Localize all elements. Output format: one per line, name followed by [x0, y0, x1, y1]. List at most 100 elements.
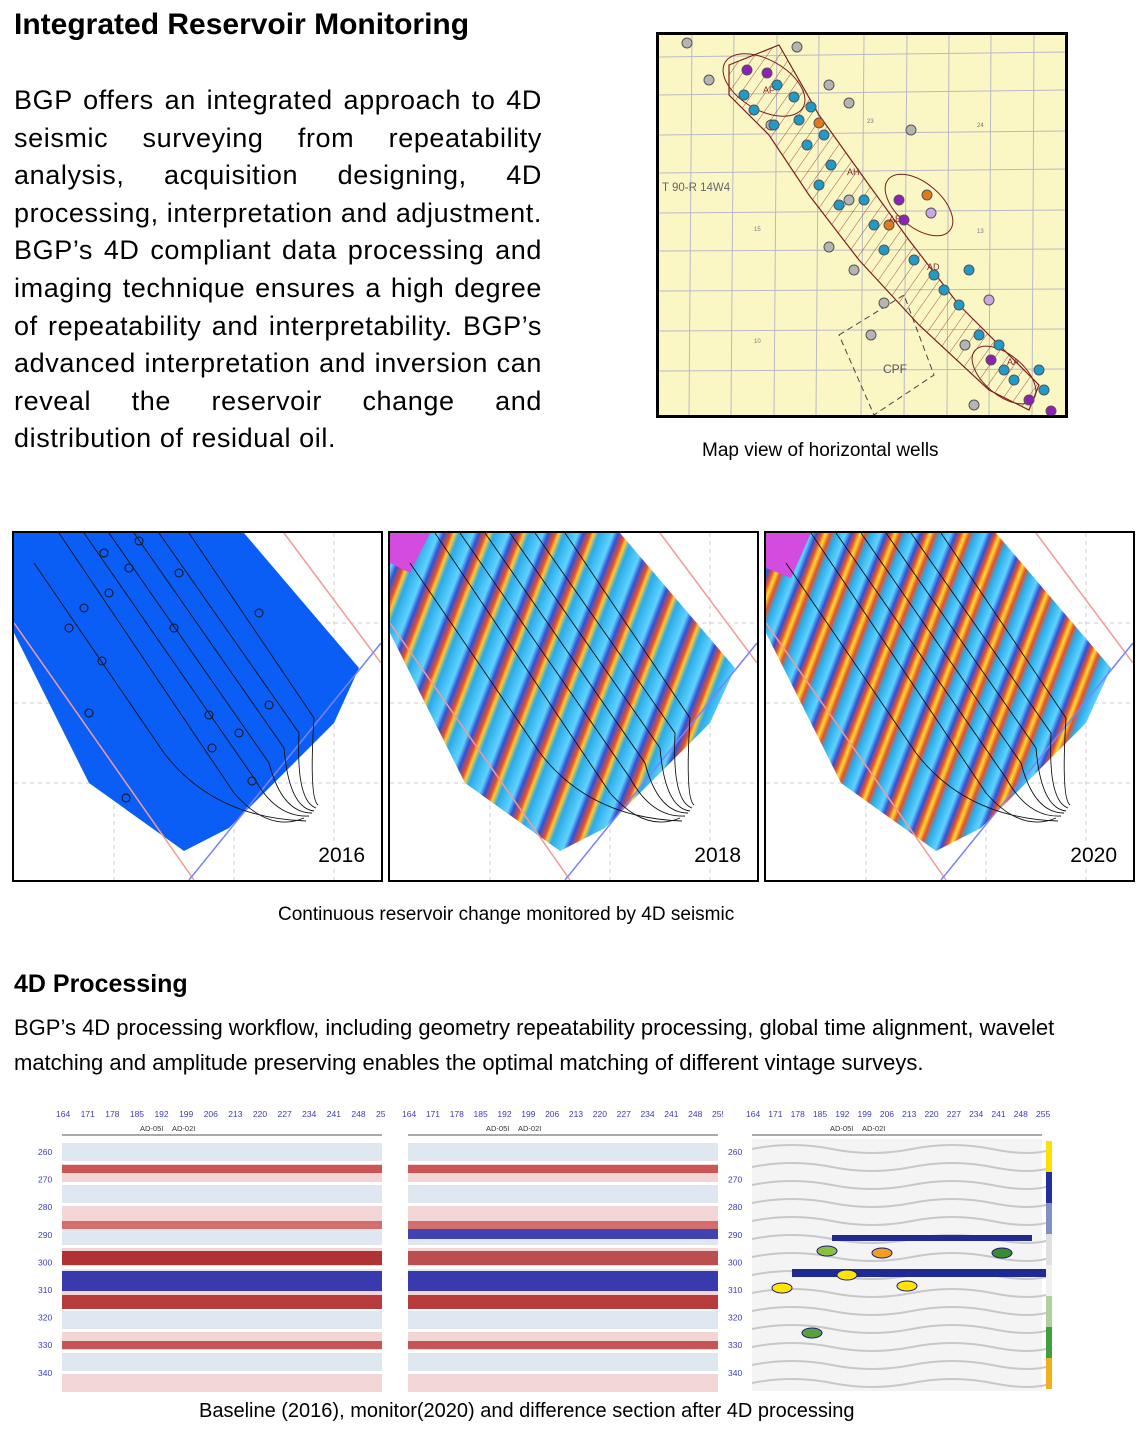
- time-tick-label: 320: [38, 1313, 52, 1323]
- time-tick-label: 280: [38, 1202, 52, 1212]
- time-tick-label: 310: [728, 1285, 742, 1295]
- cdp-tick-label: 213: [902, 1109, 916, 1119]
- cdp-tick-label: 171: [426, 1109, 440, 1119]
- processing-caption: Baseline (2016), monitor(2020) and diffe…: [199, 1400, 855, 1422]
- monitor-section-graphic: 164 171 178 185 192 199 206 213 220 227 234 241 248 2…: [402, 1109, 723, 1392]
- cdp-tick-label: 241: [327, 1109, 341, 1119]
- time-tick-label: 300: [38, 1257, 52, 1267]
- baseline-section: 164 171 178 185 192 199 206 213 220 227 234 241 248 2…: [30, 1103, 385, 1393]
- cdp-tick-label: 199: [179, 1109, 193, 1119]
- well-label: AD-02I: [172, 1124, 195, 1133]
- cdp-tick-label: 220: [924, 1109, 938, 1119]
- cdp-tick-label: 248: [1014, 1109, 1028, 1119]
- well-label: AD-05I: [486, 1124, 509, 1133]
- pad-label-af: AF: [763, 85, 775, 95]
- pad-label-ah: AH: [847, 167, 860, 177]
- cdp-tick-label: 164: [56, 1109, 70, 1119]
- panel-year-2018: 2018: [692, 844, 743, 868]
- well-label: AD-02I: [518, 1124, 541, 1133]
- cdp-tick-label: 255: [1036, 1109, 1050, 1119]
- monitoring-caption: Continuous reservoir change monitored by…: [278, 904, 735, 925]
- time-tick-label: 270: [38, 1175, 52, 1185]
- cdp-tick-label: 199: [858, 1109, 872, 1119]
- cdp-tick-label: 234: [302, 1109, 316, 1119]
- well-label: AD-02I: [862, 1124, 885, 1133]
- time-tick-label: 280: [728, 1202, 742, 1212]
- cdp-tick-label: 178: [450, 1109, 464, 1119]
- section-number: 10: [754, 339, 761, 345]
- cdp-tick-label: 220: [593, 1109, 607, 1119]
- cdp-tick-label: 220: [253, 1109, 267, 1119]
- cdp-tick-label: 234: [640, 1109, 654, 1119]
- seismic-panel-2020: 2020: [764, 531, 1135, 882]
- cdp-tick-label: 171: [768, 1109, 782, 1119]
- seismic-map-2016: [14, 533, 381, 880]
- cdp-tick-label: 206: [880, 1109, 894, 1119]
- cdp-tick-label: 192: [497, 1109, 511, 1119]
- cdp-tick-label: 255: [712, 1109, 723, 1119]
- cdp-tick-label: 192: [835, 1109, 849, 1119]
- cdp-tick-label: 241: [664, 1109, 678, 1119]
- page-title: Integrated Reservoir Monitoring: [14, 8, 470, 41]
- cdp-tick-label: 206: [545, 1109, 559, 1119]
- section-number: 15: [754, 227, 761, 233]
- time-tick-label: 260: [38, 1147, 52, 1157]
- processing-paragraph: BGP’s 4D processing workflow, including …: [14, 1015, 1055, 1075]
- intro-paragraph: BGP offers an integrated approach to 4D …: [14, 85, 542, 454]
- time-tick-label: 330: [38, 1340, 52, 1350]
- map-graphic: AF AH AE AD AA 23 24 15 13 10 T 90-R 14W…: [659, 35, 1065, 415]
- seismic-panel-2016: 2016: [12, 531, 383, 882]
- seismic-map-2018: [390, 533, 757, 880]
- cdp-tick-label: 185: [474, 1109, 488, 1119]
- cdp-tick-label: 164: [402, 1109, 416, 1119]
- cdp-tick-label: 164: [746, 1109, 760, 1119]
- cdp-tick-label: 171: [81, 1109, 95, 1119]
- cdp-tick-label: 248: [351, 1109, 365, 1119]
- panel-year-2020: 2020: [1068, 844, 1119, 868]
- township-label: T 90-R 14W4: [662, 182, 731, 194]
- cdp-tick-label: 234: [969, 1109, 983, 1119]
- facility-label: CPF: [883, 362, 907, 376]
- cdp-tick-label: 192: [154, 1109, 168, 1119]
- seismic-map-2020: [766, 533, 1133, 880]
- time-tick-label: 310: [38, 1285, 52, 1295]
- cdp-tick-label: 213: [228, 1109, 242, 1119]
- cdp-tick-label: 248: [688, 1109, 702, 1119]
- cdp-tick-label: 213: [569, 1109, 583, 1119]
- section-number: 13: [977, 229, 984, 235]
- well-label: AD-05I: [140, 1124, 163, 1133]
- pad-label-ae: AE: [889, 214, 901, 224]
- panel-year-2016: 2016: [316, 844, 367, 868]
- section-number: 23: [867, 119, 874, 125]
- cdp-tick-label: 227: [947, 1109, 961, 1119]
- cdp-tick-label: 185: [813, 1109, 827, 1119]
- time-tick-label: 290: [38, 1230, 52, 1240]
- seismic-panel-2018: 2018: [388, 531, 759, 882]
- cdp-tick-label: 178: [791, 1109, 805, 1119]
- section-number: 24: [977, 123, 984, 129]
- cdp-tick-label: 199: [521, 1109, 535, 1119]
- time-tick-label: 300: [728, 1257, 742, 1267]
- time-tick-label: 340: [38, 1368, 52, 1378]
- baseline-section-graphic: 164 171 178 185 192 199 206 213 220 227 234 241 248 2…: [38, 1109, 385, 1392]
- pad-label-aa: AA: [1007, 357, 1019, 367]
- well-label: AD-05I: [830, 1124, 853, 1133]
- horizontal-wells-map: AF AH AE AD AA 23 24 15 13 10 T 90-R 14W…: [656, 32, 1068, 418]
- cdp-tick-label: 178: [105, 1109, 119, 1119]
- cdp-tick-label: 241: [991, 1109, 1005, 1119]
- cdp-tick-label: 185: [130, 1109, 144, 1119]
- difference-section-graphic: 164 171 178 185 192 199 206 213 220 227 234 241 248 2…: [728, 1109, 1052, 1391]
- map-caption: Map view of horizontal wells: [702, 440, 939, 461]
- time-tick-label: 290: [728, 1230, 742, 1240]
- time-tick-label: 330: [728, 1340, 742, 1350]
- cdp-tick-label: 255: [376, 1109, 385, 1119]
- cdp-tick-label: 206: [204, 1109, 218, 1119]
- time-tick-label: 320: [728, 1313, 742, 1323]
- difference-section: 164 171 178 185 192 199 206 213 220 227 234 241 248 2…: [722, 1103, 1052, 1393]
- cdp-tick-label: 227: [617, 1109, 631, 1119]
- time-tick-label: 260: [728, 1147, 742, 1157]
- section-title-4d-processing: 4D Processing: [14, 970, 188, 998]
- time-tick-label: 270: [728, 1175, 742, 1185]
- monitor-section: 164 171 178 185 192 199 206 213 220 227 234 241 248 2…: [378, 1103, 723, 1393]
- pad-label-ad: AD: [927, 262, 940, 272]
